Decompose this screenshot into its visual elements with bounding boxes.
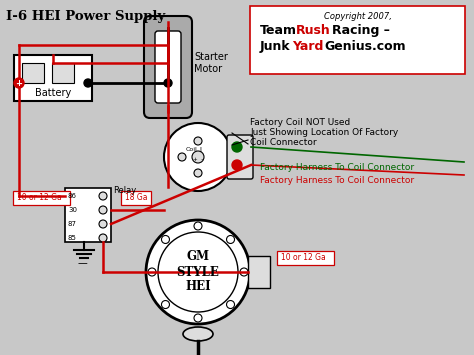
Text: 85: 85 — [68, 235, 77, 241]
Text: Team: Team — [260, 24, 297, 37]
FancyBboxPatch shape — [144, 16, 192, 118]
Circle shape — [194, 169, 202, 177]
Circle shape — [162, 301, 170, 308]
Circle shape — [194, 314, 202, 322]
Circle shape — [178, 153, 186, 161]
Text: Coil Connector: Coil Connector — [250, 138, 317, 147]
Circle shape — [164, 123, 232, 191]
Circle shape — [99, 234, 107, 242]
Circle shape — [227, 301, 235, 308]
Text: 10 or 12 Ga: 10 or 12 Ga — [281, 253, 326, 262]
Bar — [250, 6, 465, 74]
Text: Junk: Junk — [260, 40, 291, 53]
Circle shape — [232, 142, 242, 152]
FancyBboxPatch shape — [121, 191, 152, 205]
Circle shape — [227, 235, 235, 244]
Circle shape — [194, 222, 202, 230]
Bar — [22, 63, 44, 83]
FancyBboxPatch shape — [277, 251, 335, 265]
Ellipse shape — [183, 327, 213, 341]
Text: Genius.com: Genius.com — [324, 40, 406, 53]
Circle shape — [232, 160, 242, 170]
Text: Factory Harness To Coil Connector: Factory Harness To Coil Connector — [260, 163, 414, 172]
Circle shape — [164, 79, 172, 87]
Bar — [65, 188, 111, 242]
Text: +  -: + - — [193, 157, 203, 162]
Text: Factory Harness To Coil Connector: Factory Harness To Coil Connector — [260, 176, 414, 185]
Bar — [52, 63, 74, 83]
Text: Rush: Rush — [296, 24, 331, 37]
Circle shape — [194, 137, 202, 145]
Circle shape — [162, 235, 170, 244]
FancyBboxPatch shape — [227, 135, 253, 179]
Text: 18 Ga: 18 Ga — [125, 193, 147, 202]
Circle shape — [192, 151, 204, 163]
Circle shape — [99, 192, 107, 200]
FancyBboxPatch shape — [13, 191, 71, 205]
Text: +: + — [16, 78, 22, 87]
Text: I-6 HEI Power Supply: I-6 HEI Power Supply — [6, 10, 165, 23]
Text: 30: 30 — [68, 207, 77, 213]
Text: —: — — [78, 258, 88, 268]
Text: Starter
Motor: Starter Motor — [194, 52, 228, 73]
Text: Factory Coil NOT Used: Factory Coil NOT Used — [250, 118, 350, 127]
Bar — [14, 55, 92, 101]
Text: 86: 86 — [68, 193, 77, 199]
Text: Just Showing Location Of Factory: Just Showing Location Of Factory — [250, 128, 398, 137]
Text: Racing –: Racing – — [332, 24, 390, 37]
Circle shape — [158, 232, 238, 312]
Bar — [248, 256, 270, 288]
Circle shape — [240, 268, 248, 276]
Text: Copyright 2007,: Copyright 2007, — [324, 12, 392, 21]
Circle shape — [99, 220, 107, 228]
Text: 87: 87 — [68, 221, 77, 227]
Circle shape — [14, 78, 24, 88]
Text: Relay: Relay — [113, 186, 136, 195]
Text: Coil: Coil — [186, 147, 198, 152]
Circle shape — [148, 268, 156, 276]
Text: Battery: Battery — [35, 88, 71, 98]
Circle shape — [146, 220, 250, 324]
Text: 10 or 12 Ga: 10 or 12 Ga — [17, 193, 62, 202]
Circle shape — [99, 206, 107, 214]
Text: Yard: Yard — [292, 40, 323, 53]
Text: GM
STYLE
HEI: GM STYLE HEI — [176, 251, 219, 294]
Circle shape — [84, 79, 92, 87]
FancyBboxPatch shape — [155, 31, 181, 103]
Text: I: I — [199, 147, 201, 153]
